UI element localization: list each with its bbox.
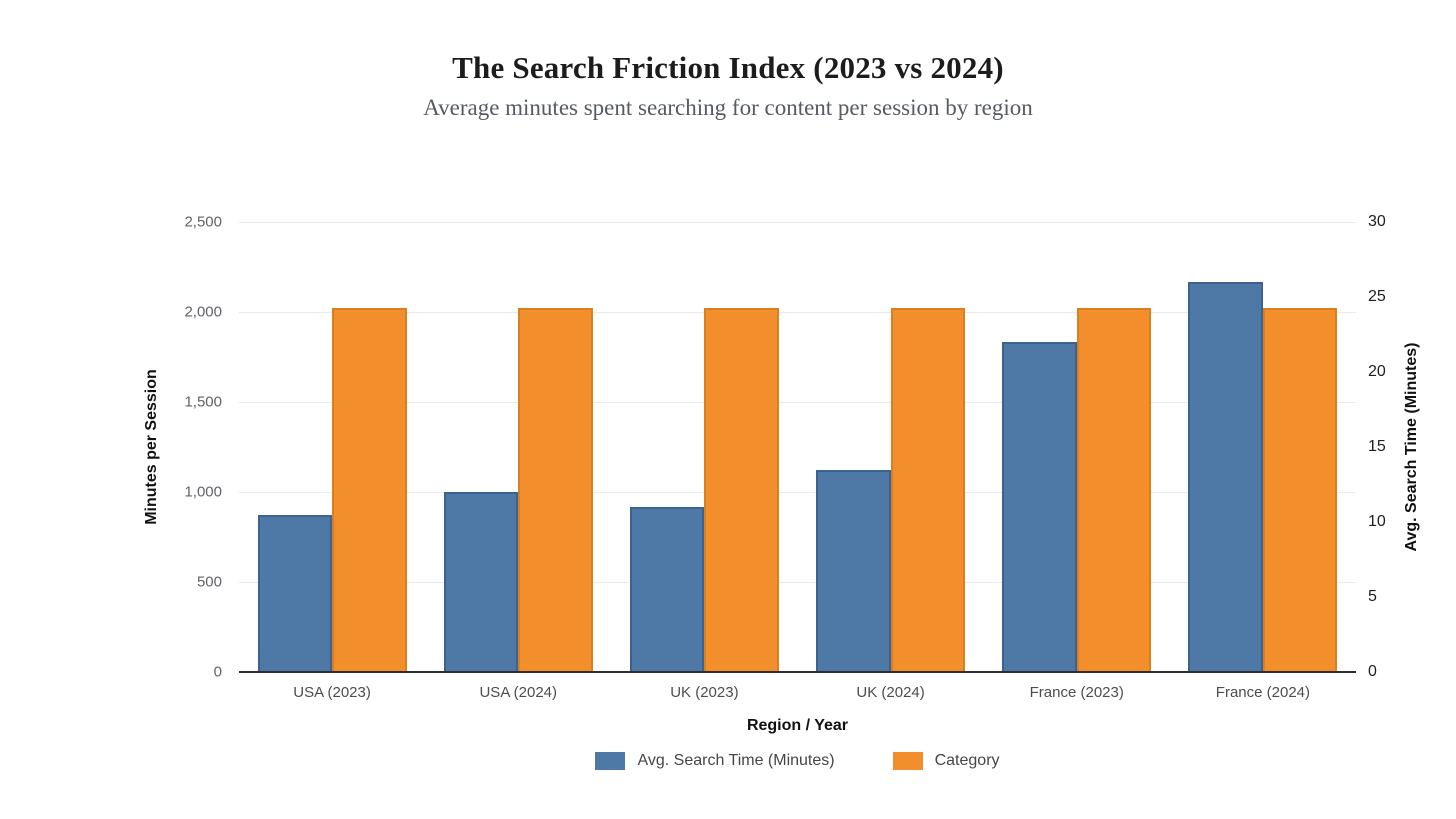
tick-label: 1,000	[184, 483, 222, 501]
chart-title: The Search Friction Index (2023 vs 2024)	[452, 50, 1004, 85]
tick-label: 0	[213, 663, 222, 681]
tick-label: 15	[1368, 438, 1386, 455]
bar-search-time-1	[443, 492, 519, 672]
x-category-label: USA (2023)	[293, 684, 371, 701]
tick-label: 5	[1368, 588, 1377, 605]
legend-swatch	[892, 752, 923, 770]
bar-search-time-5	[1188, 282, 1263, 672]
legend-label: Avg. Search Time (Minutes)	[637, 752, 835, 769]
legend-label: Category	[934, 752, 1000, 769]
gridline	[239, 222, 1356, 223]
bar-search-time-3	[816, 469, 891, 672]
x-axis-line	[239, 671, 1356, 673]
bar-category-3	[890, 307, 966, 672]
x-category-label: UK (2023)	[670, 684, 739, 701]
x-axis-title: Region / Year	[746, 717, 849, 734]
x-category-label: USA (2024)	[479, 684, 558, 701]
left-axis-tick-labels: 0 500 1,000 1,500 2,000 2,500	[0, 214, 222, 681]
legend: Avg. Search Time (Minutes) Category	[239, 752, 1356, 770]
legend-item: Category	[892, 752, 1000, 770]
tick-label: 30	[1368, 213, 1386, 230]
x-axis-category-labels: USA (2023) USA (2024) UK (2023) UK (2024) Fr…	[239, 684, 1356, 704]
gridline	[239, 402, 1356, 403]
tick-label: 500	[196, 573, 222, 591]
bar-category-1	[518, 307, 593, 672]
bar-category-5	[1262, 307, 1338, 672]
tick-label: 20	[1368, 363, 1386, 380]
plot-area	[239, 222, 1356, 673]
legend-item: Avg. Search Time (Minutes)	[595, 752, 835, 770]
legend-swatch	[595, 752, 626, 770]
bar-category-0	[332, 307, 407, 672]
x-category-label: France (2023)	[1029, 684, 1124, 701]
tick-label: 10	[1368, 513, 1386, 530]
right-axis-tick-labels: 0 5 10 15 20 25 30	[1368, 213, 1448, 680]
tick-label: 0	[1368, 663, 1377, 680]
gridline	[239, 492, 1356, 493]
tick-label: 2,500	[184, 213, 222, 231]
bar-search-time-4	[1002, 342, 1077, 672]
tick-label: 25	[1368, 288, 1386, 305]
x-category-label: France (2024)	[1215, 684, 1311, 701]
gridline	[239, 582, 1356, 583]
tick-label: 2,000	[184, 303, 222, 321]
bar-search-time-0	[257, 514, 333, 672]
gridline	[239, 312, 1356, 313]
tick-label: 1,500	[184, 393, 222, 411]
bar-category-4	[1076, 307, 1152, 672]
bar-search-time-2	[629, 507, 705, 672]
chart-subtitle: Average minutes spent searching for cont…	[423, 95, 1033, 120]
bar-category-2	[704, 307, 779, 672]
x-category-label: UK (2024)	[856, 684, 925, 701]
